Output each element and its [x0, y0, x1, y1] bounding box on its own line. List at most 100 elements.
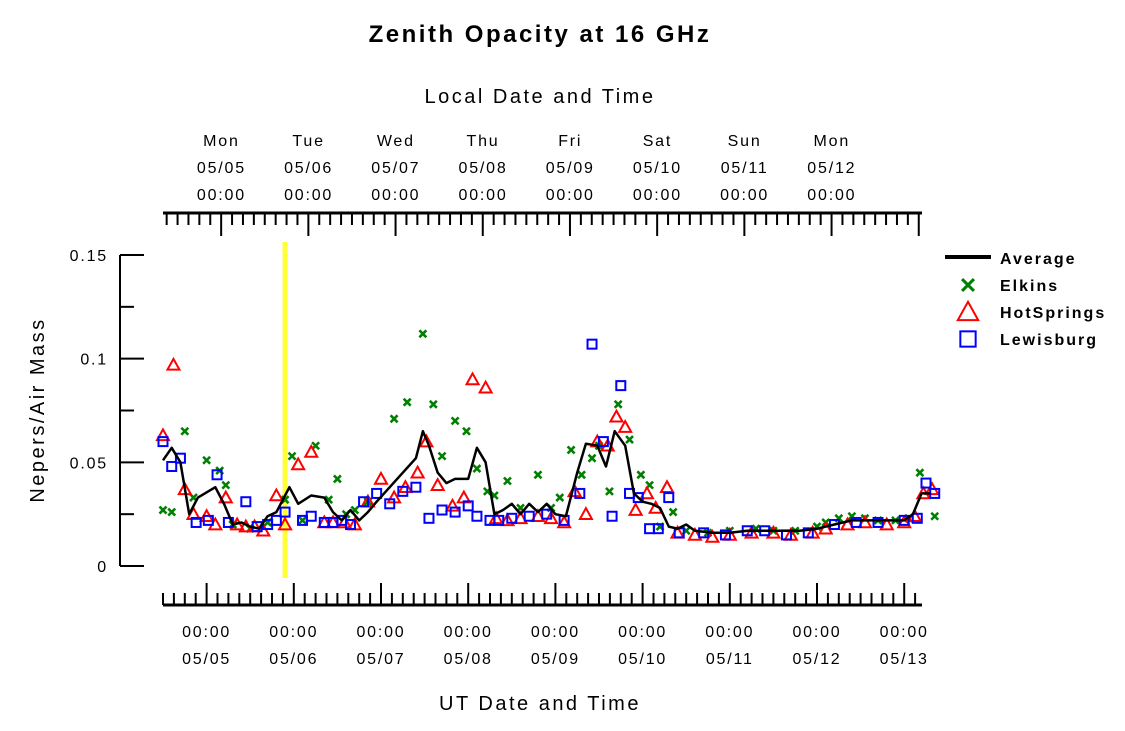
data-point-elkins — [437, 451, 447, 461]
top-tick-date: 05/08 — [459, 160, 508, 177]
top-tick-weekday: Tue — [292, 133, 324, 150]
data-point-elkins — [418, 329, 428, 339]
top-tick-time: 00:00 — [459, 187, 508, 204]
data-point-lewisburg — [270, 514, 282, 526]
data-point-elkins — [287, 451, 297, 461]
data-point-hotsprings — [704, 528, 721, 543]
data-point-lewisburg — [574, 487, 586, 499]
data-point-lewisburg — [523, 510, 535, 522]
data-point-elkins — [402, 397, 412, 407]
data-point-hotsprings — [839, 516, 856, 531]
data-point-hotsprings — [464, 371, 481, 386]
data-point-elkins — [472, 464, 482, 473]
series-layer — [155, 329, 941, 543]
top-tick-weekday: Thu — [467, 133, 500, 150]
data-point-elkins — [533, 470, 543, 480]
data-point-hotsprings — [303, 443, 319, 458]
data-point-hotsprings — [879, 516, 895, 531]
data-point-lewisburg — [652, 523, 664, 535]
top-tick-time: 00:00 — [807, 187, 856, 204]
data-point-lewisburg — [597, 436, 609, 448]
bottom-tick-time: 00:00 — [356, 624, 405, 641]
data-point-hotsprings — [499, 512, 516, 527]
data-point-elkins — [428, 399, 438, 409]
top-tick-date: 05/07 — [371, 160, 420, 177]
chart-title: Zenith Opacity at 16 GHz — [369, 21, 712, 48]
top-tick-date: 05/06 — [284, 160, 333, 177]
data-point-lewisburg — [802, 527, 814, 539]
y-tick-label: 0.05 — [70, 455, 108, 472]
data-point-hotsprings — [418, 433, 435, 448]
data-point-lewisburg — [541, 508, 553, 520]
data-point-lewisburg — [872, 516, 884, 528]
data-point-lewisburg — [632, 492, 644, 504]
top-tick-weekday: Sun — [728, 133, 762, 150]
y-axis-label: Nepers/Air Mass — [27, 317, 49, 502]
top-tick-date: 05/09 — [546, 160, 595, 177]
data-point-hotsprings — [608, 408, 625, 423]
bottom-tick-date: 05/11 — [706, 651, 754, 668]
bottom-tick-date: 05/06 — [269, 651, 318, 668]
top-tick-weekday: Mon — [203, 133, 240, 150]
data-point-hotsprings — [268, 487, 285, 502]
data-point-lewisburg — [410, 481, 422, 493]
top-tick-date: 05/05 — [197, 160, 246, 177]
data-point-elkins — [636, 470, 646, 480]
data-point-lewisburg — [644, 523, 656, 535]
bottom-tick-date: 05/09 — [531, 651, 580, 668]
data-point-elkins — [167, 507, 177, 517]
data-point-hotsprings — [556, 514, 572, 529]
data-point-hotsprings — [409, 464, 426, 479]
data-point-lewisburg — [305, 510, 317, 522]
data-point-hotsprings — [512, 510, 529, 525]
legend-label: Elkins — [1000, 278, 1059, 295]
bottom-tick-time: 00:00 — [618, 624, 667, 641]
data-point-elkins — [202, 455, 212, 465]
data-point-elkins — [298, 515, 307, 525]
top-tick-weekday: Fri — [558, 133, 582, 150]
data-point-hotsprings — [444, 497, 461, 512]
bottom-tick-date: 05/08 — [444, 651, 493, 668]
data-point-lewisburg — [462, 500, 474, 512]
data-point-lewisburg — [157, 436, 169, 448]
data-point-lewisburg — [436, 504, 448, 516]
data-point-elkins — [332, 474, 342, 484]
legend-label: Average — [1000, 251, 1077, 268]
data-point-lewisburg — [920, 477, 932, 489]
legend-item-elkins: Elkins — [960, 277, 1059, 295]
data-point-lewisburg — [371, 487, 383, 499]
top-tick-time: 00:00 — [546, 187, 595, 204]
bottom-tick-time: 00:00 — [705, 624, 754, 641]
legend-label: HotSprings — [1000, 305, 1106, 322]
data-point-lewisburg — [663, 492, 675, 504]
data-point-lewisburg — [615, 380, 627, 392]
data-point-lewisburg — [423, 512, 435, 524]
data-point-lewisburg — [911, 512, 923, 524]
bottom-tick-time: 00:00 — [880, 624, 929, 641]
bottom-tick-date: 05/05 — [182, 651, 231, 668]
legend-label: Lewisburg — [1000, 332, 1098, 349]
data-point-lewisburg — [344, 519, 356, 531]
bottom-axis-ticks: 00:00 05/05 00:00 05/06 00:00 05/07 00:00 05/08… — [162, 583, 929, 668]
data-point-lewisburg — [202, 514, 214, 526]
data-point-lewisburg — [166, 460, 178, 472]
axes — [119, 211, 922, 607]
data-point-lewisburg — [586, 338, 598, 350]
data-point-elkins — [158, 505, 168, 515]
data-point-hotsprings — [277, 516, 293, 531]
data-point-lewisburg — [606, 510, 618, 522]
bottom-tick-time: 00:00 — [531, 624, 580, 641]
data-point-lewisburg — [471, 510, 483, 522]
data-point-lewisburg — [240, 496, 252, 508]
data-point-lewisburg — [449, 506, 461, 518]
y-tick-label: 0.1 — [80, 352, 108, 369]
bottom-tick-time: 00:00 — [182, 624, 231, 641]
data-point-hotsprings — [290, 456, 306, 471]
data-point-elkins — [180, 426, 190, 436]
top-tick-date: 05/11 — [721, 160, 769, 177]
data-point-lewisburg — [506, 512, 518, 524]
data-point-hotsprings — [155, 427, 171, 442]
data-point-elkins — [930, 511, 940, 521]
legend-item-average: Average — [945, 251, 1077, 268]
